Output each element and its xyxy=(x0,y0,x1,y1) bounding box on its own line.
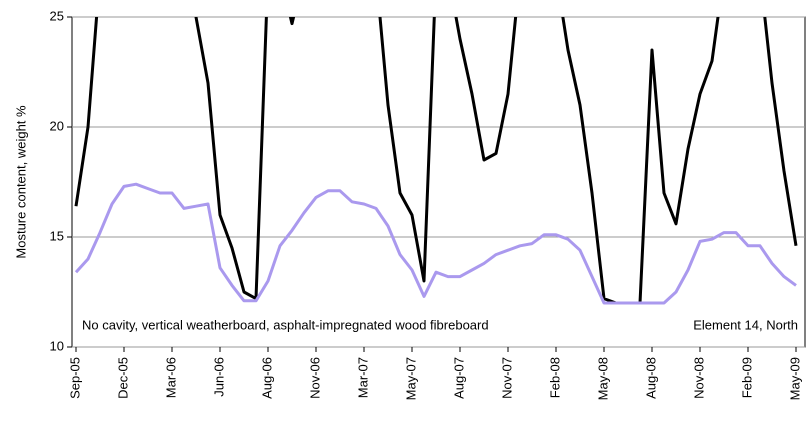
x-tick-label: May-07 xyxy=(403,357,418,400)
plot-lines xyxy=(74,17,798,305)
x-tick-label: Mar-06 xyxy=(163,357,178,398)
y-tick-label: 25 xyxy=(50,8,64,23)
x-tick-label: Aug-07 xyxy=(451,357,466,399)
series-line xyxy=(74,182,797,305)
x-tick-label: Feb-08 xyxy=(547,357,562,398)
x-tick-label: Sep-05 xyxy=(67,357,82,399)
x-tick-label: May-09 xyxy=(787,357,802,400)
series-line xyxy=(74,17,798,305)
x-tick-label: Aug-08 xyxy=(643,357,658,399)
x-tick-label: Jun-06 xyxy=(211,357,226,397)
annotation: No cavity, vertical weatherboard, asphal… xyxy=(82,317,489,332)
y-tick-label: 15 xyxy=(50,228,64,243)
y-axis-label: Mosture content, weight % xyxy=(13,105,28,259)
y-tick-label: 10 xyxy=(50,338,64,353)
x-tick-label: Nov-06 xyxy=(307,357,322,399)
annotation: Element 14, North xyxy=(693,317,798,332)
x-tick-label: Nov-07 xyxy=(499,357,514,399)
x-tick-label: Mar-07 xyxy=(355,357,370,398)
x-tick-label: May-08 xyxy=(595,357,610,400)
x-tick-label: Dec-05 xyxy=(115,357,130,399)
x-tick-label: Feb-09 xyxy=(739,357,754,398)
plot-frame xyxy=(71,16,806,348)
x-tick-label: Aug-06 xyxy=(259,357,274,399)
y-tick-label: 20 xyxy=(50,118,64,133)
x-tick-label: Nov-08 xyxy=(691,357,706,399)
